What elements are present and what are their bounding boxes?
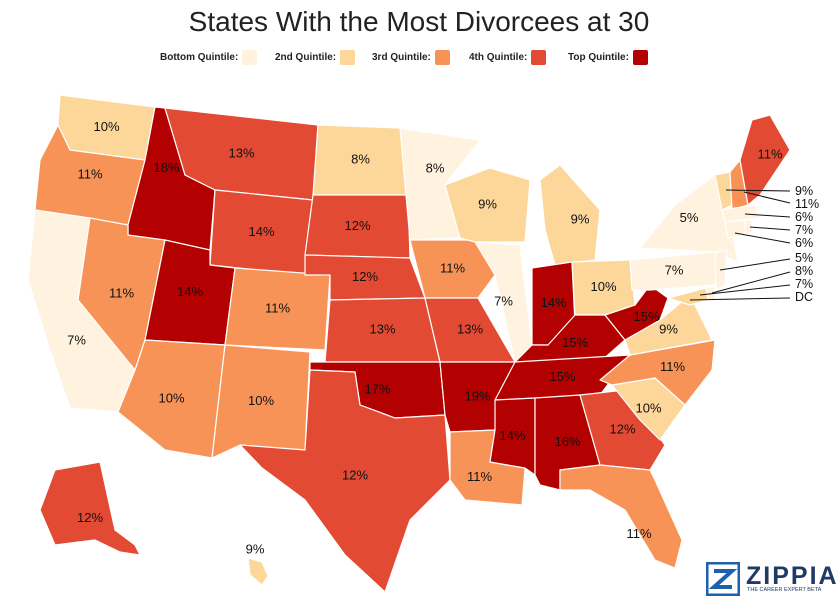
state-label-tx: 12% — [342, 467, 368, 482]
state-label-ga: 12% — [609, 421, 635, 436]
legend-label: Bottom Quintile: — [160, 52, 239, 64]
state-label-ks: 13% — [369, 321, 395, 336]
state-label-al: 16% — [554, 434, 580, 449]
state-ia[interactable] — [409, 239, 496, 299]
zippia-logo: ZIPPIA THE CAREER EXPERT BETA — [706, 560, 837, 596]
state-label-nd: 8% — [351, 151, 370, 166]
state-label-mt: 13% — [228, 145, 254, 160]
state-label-sd: 12% — [344, 218, 370, 233]
callout-label: 7% — [795, 277, 813, 291]
legend-item-4th: 4th Quintile: — [469, 50, 547, 65]
state-label-nm: 10% — [248, 393, 274, 408]
state-label-ms: 14% — [499, 428, 525, 443]
state-label-sc: 10% — [635, 400, 661, 415]
callout-leader — [734, 232, 791, 244]
state-label-wy: 14% — [248, 224, 274, 239]
state-label-il: 7% — [494, 293, 513, 308]
callout-leader — [699, 284, 791, 296]
state-labels: 10% 11% 7% 18% 11% 13% 14% 14% 10% 11% 10% 8% 12% 12%… — [67, 119, 783, 557]
state-me[interactable] — [739, 114, 791, 206]
state-label-mn: 8% — [426, 160, 445, 175]
state-label-va: 9% — [659, 321, 678, 336]
callout-label: 11% — [795, 197, 819, 211]
state-label-oh: 10% — [590, 279, 616, 294]
callout-leader — [743, 191, 791, 204]
callout-label: 7% — [795, 223, 813, 237]
map-title: States With the Most Divorcees at 30 — [188, 6, 650, 37]
state-label-ca: 7% — [67, 332, 86, 347]
state-label-co: 11% — [265, 300, 290, 315]
small-state-callouts: 9% 11% 6% 7% 6% 5% 8% 7% DC — [689, 184, 819, 304]
callout-leader — [711, 271, 791, 294]
state-label-hi: 9% — [246, 541, 265, 556]
state-label-ar: 19% — [464, 388, 490, 403]
state-label-fl: 11% — [626, 526, 651, 541]
state-label-nv: 11% — [109, 285, 134, 300]
callout-label: DC — [795, 290, 813, 304]
state-label-az: 10% — [158, 390, 184, 405]
state-label-me: 11% — [757, 146, 782, 161]
state-label-id: 18% — [153, 160, 179, 175]
legend-label: 3rd Quintile: — [372, 52, 431, 64]
state-ak[interactable] — [39, 461, 141, 556]
state-tx[interactable] — [239, 369, 451, 593]
state-label-tn: 15% — [549, 369, 575, 384]
legend-swatch — [242, 50, 258, 65]
legend-swatch — [531, 50, 547, 65]
state-mi[interactable] — [539, 164, 601, 266]
legend-item-3rd: 3rd Quintile: — [372, 50, 450, 65]
legend-item-2nd: 2nd Quintile: — [275, 50, 356, 65]
state-label-wv: 15% — [633, 309, 659, 324]
state-label-or: 11% — [77, 166, 102, 181]
callout-label: 9% — [795, 184, 813, 198]
legend-swatch — [340, 50, 356, 65]
state-label-ky: 15% — [562, 335, 588, 350]
callout-label: 8% — [795, 264, 813, 278]
state-label-wi: 9% — [478, 196, 497, 211]
logo-tagline: THE CAREER EXPERT BETA — [747, 587, 822, 593]
state-label-mi: 9% — [571, 211, 590, 226]
legend-label: 4th Quintile: — [469, 52, 528, 64]
state-ri[interactable] — [744, 219, 753, 236]
callout-label: 5% — [795, 251, 813, 265]
state-ct[interactable] — [724, 219, 746, 239]
legend-item-bottom: Bottom Quintile: — [160, 50, 258, 65]
callout-leader — [744, 213, 791, 218]
state-ma[interactable] — [721, 204, 761, 223]
legend-item-top: Top Quintile: — [568, 50, 648, 65]
callout-label: 6% — [795, 210, 813, 224]
callout-leader — [719, 258, 791, 271]
callout-leader — [725, 189, 791, 192]
state-label-wa: 10% — [93, 119, 119, 134]
callout-label: 6% — [795, 236, 813, 250]
state-label-ia: 11% — [440, 260, 465, 275]
zippia-logo-icon — [706, 562, 740, 596]
legend-label: Top Quintile: — [568, 52, 629, 64]
state-label-ny: 5% — [680, 210, 699, 225]
legend-label: 2nd Quintile: — [275, 52, 337, 64]
state-co[interactable] — [224, 267, 331, 351]
legend-swatch — [434, 50, 450, 65]
state-label-nc: 11% — [660, 359, 685, 374]
state-wi[interactable] — [444, 167, 531, 243]
state-md[interactable] — [667, 287, 709, 306]
state-label-ut: 14% — [177, 284, 203, 299]
state-hi[interactable] — [247, 557, 269, 586]
legend: Bottom Quintile: 2nd Quintile: 3rd Quint… — [0, 50, 838, 70]
state-fl[interactable] — [559, 464, 683, 569]
callout-leader — [689, 297, 791, 301]
state-label-pa: 7% — [665, 262, 684, 277]
state-label-mo: 13% — [457, 321, 483, 336]
legend-swatch — [632, 50, 648, 65]
state-label-ak: 12% — [77, 510, 103, 525]
callout-leader — [749, 226, 791, 231]
state-pa[interactable] — [629, 251, 719, 291]
state-label-in: 14% — [540, 295, 566, 310]
state-label-ok: 17% — [364, 381, 390, 396]
logo-wordmark: ZIPPIA — [746, 562, 838, 590]
state-label-ne: 12% — [352, 269, 378, 284]
state-label-la: 11% — [467, 469, 492, 484]
